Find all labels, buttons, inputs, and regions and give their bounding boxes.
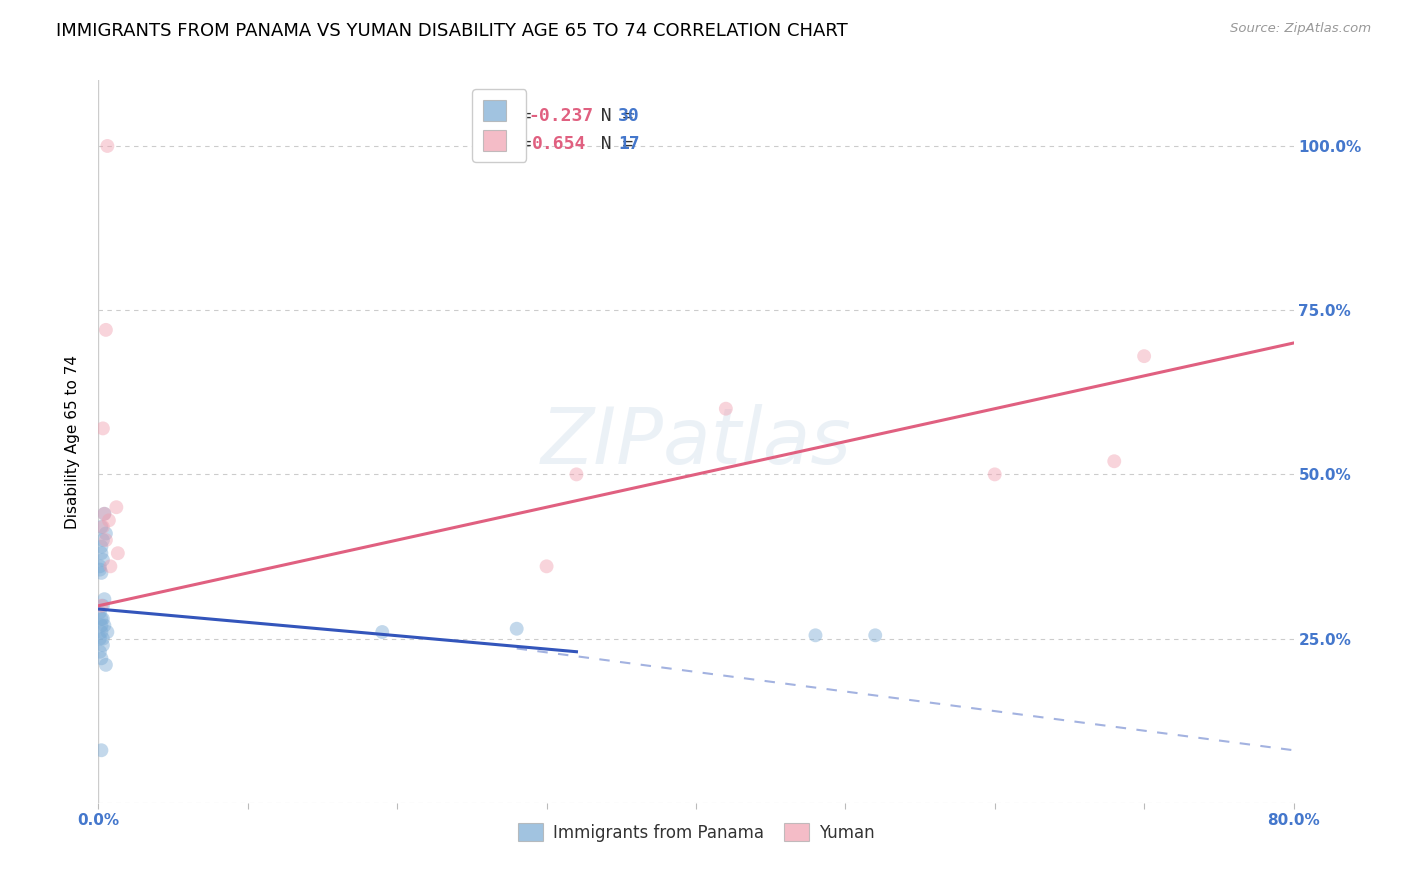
Point bbox=[96, 139, 118, 153]
Point bbox=[91, 553, 114, 567]
Text: Source: ZipAtlas.com: Source: ZipAtlas.com bbox=[1230, 22, 1371, 36]
Point bbox=[90, 651, 112, 665]
Point bbox=[89, 645, 111, 659]
Point bbox=[94, 323, 117, 337]
Text: 0.654: 0.654 bbox=[533, 136, 586, 153]
Point bbox=[90, 520, 112, 534]
Point bbox=[90, 540, 112, 554]
Point bbox=[90, 743, 112, 757]
Point bbox=[91, 533, 114, 547]
Point bbox=[93, 592, 115, 607]
Text: R =: R = bbox=[499, 107, 543, 125]
Point bbox=[91, 421, 114, 435]
Text: N =: N = bbox=[579, 107, 644, 125]
Point bbox=[93, 507, 115, 521]
Point bbox=[536, 559, 558, 574]
Point bbox=[94, 657, 117, 672]
Point bbox=[94, 526, 117, 541]
Point bbox=[371, 625, 394, 640]
Point bbox=[865, 628, 887, 642]
Point bbox=[90, 625, 112, 640]
Text: N =: N = bbox=[579, 136, 644, 153]
Point bbox=[1104, 454, 1126, 468]
Point bbox=[90, 618, 112, 632]
Text: ZIPatlas: ZIPatlas bbox=[540, 403, 852, 480]
Point bbox=[89, 563, 111, 577]
Point bbox=[89, 605, 111, 619]
Text: 17: 17 bbox=[619, 136, 640, 153]
Point bbox=[97, 513, 120, 527]
Point bbox=[98, 559, 122, 574]
Point bbox=[105, 500, 128, 515]
Point bbox=[107, 546, 129, 560]
Text: 30: 30 bbox=[619, 107, 640, 125]
Point bbox=[89, 559, 111, 574]
Point bbox=[506, 622, 529, 636]
Point bbox=[91, 612, 114, 626]
Point bbox=[93, 507, 115, 521]
Point bbox=[91, 638, 114, 652]
Legend: Immigrants from Panama, Yuman: Immigrants from Panama, Yuman bbox=[510, 817, 882, 848]
Text: IMMIGRANTS FROM PANAMA VS YUMAN DISABILITY AGE 65 TO 74 CORRELATION CHART: IMMIGRANTS FROM PANAMA VS YUMAN DISABILI… bbox=[56, 22, 848, 40]
Point bbox=[90, 566, 112, 580]
Point bbox=[804, 628, 827, 642]
Point bbox=[91, 520, 114, 534]
Point bbox=[1133, 349, 1156, 363]
Point bbox=[91, 632, 114, 646]
Point bbox=[89, 632, 111, 646]
Point bbox=[714, 401, 737, 416]
Text: -0.237: -0.237 bbox=[529, 107, 593, 125]
Text: R =: R = bbox=[499, 136, 553, 153]
Y-axis label: Disability Age 65 to 74: Disability Age 65 to 74 bbox=[65, 354, 80, 529]
Point bbox=[93, 618, 115, 632]
Point bbox=[91, 599, 114, 613]
Point bbox=[94, 533, 117, 547]
Point bbox=[984, 467, 1007, 482]
Point bbox=[90, 546, 112, 560]
Point bbox=[565, 467, 588, 482]
Point bbox=[96, 625, 118, 640]
Point bbox=[90, 599, 112, 613]
Point bbox=[90, 612, 112, 626]
